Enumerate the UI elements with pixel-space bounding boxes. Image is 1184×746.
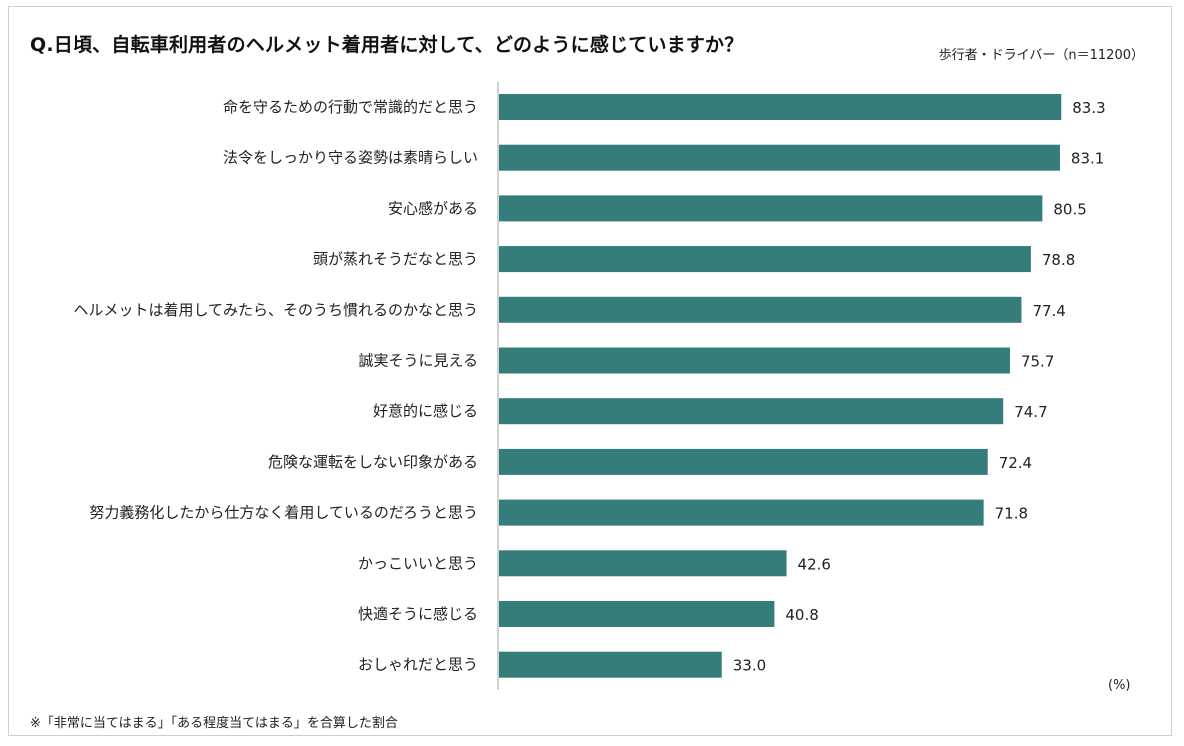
value-label: 72.4 — [999, 454, 1032, 472]
value-label: 83.1 — [1071, 150, 1104, 168]
value-label: 77.4 — [1032, 302, 1065, 320]
bar — [499, 499, 984, 526]
chart-title: Q.日頃、自転車利用者のヘルメット着用者に対して、どのように感じていますか？ — [30, 34, 744, 56]
category-label: 危険な運転をしない印象がある — [268, 453, 478, 471]
bar — [499, 347, 1010, 374]
category-label: 安心感がある — [388, 199, 478, 217]
category-label: おしゃれだと思う — [358, 656, 478, 674]
bar — [499, 94, 1062, 120]
category-label: 好意的に感じる — [373, 402, 478, 420]
value-label: 42.6 — [798, 555, 831, 573]
bar — [499, 296, 1022, 323]
value-label: 33.0 — [733, 657, 766, 675]
bar — [499, 398, 1004, 425]
category-label: 努力義務化したから仕方なく着用しているのだろうと思う — [89, 504, 478, 522]
footnote: ※「非常に当てはまる」「ある程度当てはまる」を合算した割合 — [30, 716, 398, 731]
bar — [499, 144, 1060, 171]
value-label: 80.5 — [1053, 200, 1086, 218]
category-label: 頭が蒸れそうだなと思う — [313, 250, 478, 268]
category-label: 誠実そうに見える — [358, 352, 478, 370]
bar — [499, 601, 775, 627]
category-label: 快適そうに感じる — [358, 605, 478, 623]
unit-label: (%) — [1108, 678, 1131, 693]
value-label: 75.7 — [1021, 353, 1054, 371]
value-label: 78.8 — [1042, 251, 1075, 269]
category-label: かっこいいと思う — [358, 554, 478, 572]
value-label: 71.8 — [995, 505, 1028, 523]
value-label: 83.3 — [1072, 99, 1105, 117]
chart-subtitle: 歩行者・ドライバー（n＝11200） — [938, 48, 1144, 63]
category-label: 法令をしっかり守る姿勢は素晴らしい — [223, 149, 478, 167]
bar — [499, 195, 1043, 222]
bar — [499, 550, 787, 577]
bar — [499, 246, 1031, 273]
value-label: 40.8 — [785, 606, 818, 624]
bar — [499, 448, 988, 475]
bar — [499, 651, 722, 678]
category-label: 命を守るための行動で常識的だと思う — [223, 98, 478, 116]
category-label: ヘルメットは着用してみたら、そのうち慣れるのかなと思う — [73, 301, 478, 319]
value-label: 74.7 — [1014, 403, 1047, 421]
